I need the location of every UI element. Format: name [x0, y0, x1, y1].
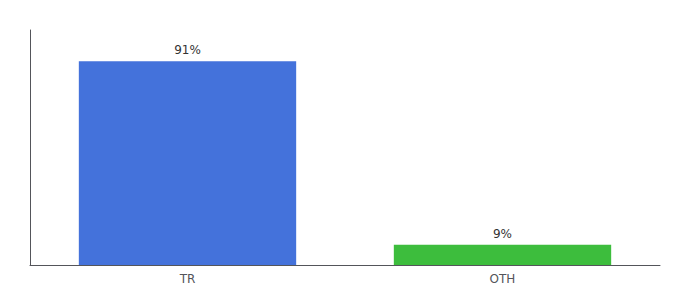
svg-text:9%: 9%	[493, 227, 512, 241]
svg-text:91%: 91%	[174, 43, 201, 57]
svg-text:TR: TR	[179, 272, 196, 286]
svg-text:OTH: OTH	[490, 272, 516, 286]
